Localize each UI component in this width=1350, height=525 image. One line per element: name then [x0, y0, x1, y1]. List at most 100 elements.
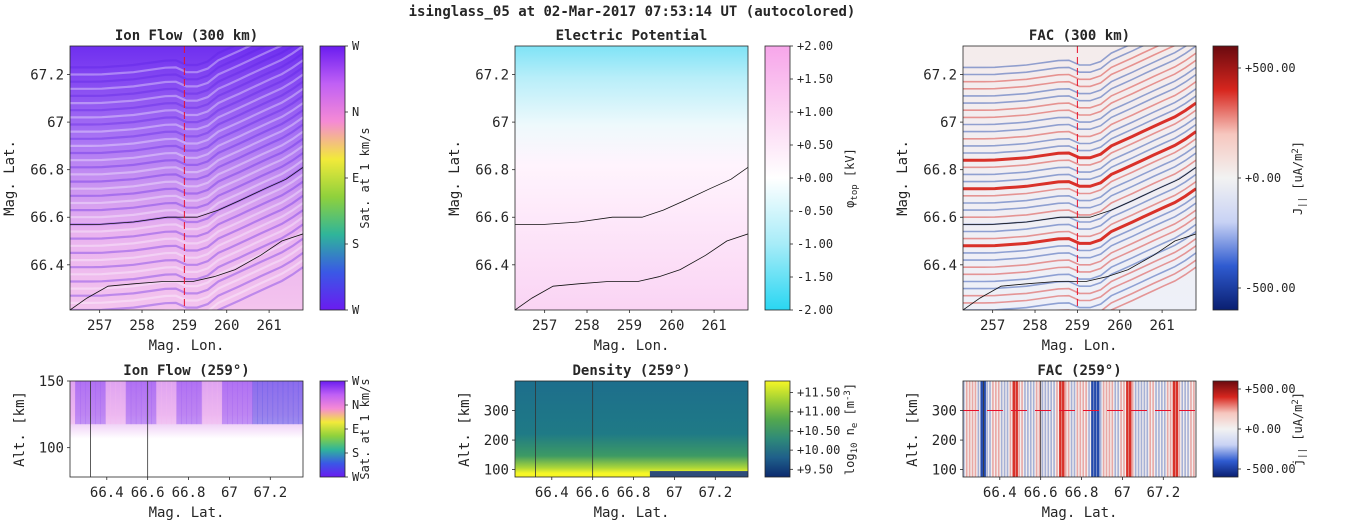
x-tick-label: 261 [701, 318, 726, 334]
field-background [963, 46, 1196, 310]
flow-column [166, 381, 172, 425]
flow-column [292, 381, 299, 425]
colorbar: W N E S W Sat. at 1 km/s [319, 39, 372, 317]
colorbar-label-part: log [843, 453, 857, 475]
current-column [1102, 381, 1105, 477]
axes-frame [962, 380, 1197, 478]
panel-ion-flow-259: Ion Flow (259°) 66.4 66.6 66.8 67 67.2 100 150 M… [12, 363, 372, 521]
field-contour [963, 216, 1196, 276]
current-column [1044, 381, 1047, 477]
current-column [989, 381, 991, 477]
x-tick-label: 257 [532, 318, 557, 334]
y-axis-label: Mag. Lat. [895, 140, 911, 216]
current-column [1082, 381, 1085, 477]
current-column [1062, 381, 1065, 477]
x-axis-label: Mag. Lon. [1042, 338, 1118, 354]
y-tick-label: 66.6 [923, 210, 957, 226]
current-column [1143, 381, 1146, 477]
x-tick-label: 66.4 [535, 485, 569, 501]
x-tick-label: 261 [1149, 318, 1174, 334]
panels: Ion Flow (300 km) 257 258 259 260 261 66.4 66.6… [2, 28, 1308, 521]
colorbar-label-part: [uA/m [1291, 154, 1305, 197]
y-tick-label: 66.8 [30, 163, 64, 179]
colorbar-label: log10 ne [m-3] [843, 383, 860, 475]
field-contour [963, 195, 1196, 254]
field-contour [70, 46, 295, 97]
colorbar-label-part: [m [843, 401, 857, 423]
x-tick-label: 66.4 [90, 485, 124, 501]
flow-column [262, 381, 269, 425]
field-contour [963, 46, 1188, 97]
colorbar-label-part: j [1291, 459, 1305, 466]
flow-column [85, 381, 91, 425]
field-contour [70, 209, 303, 269]
flow-column [161, 381, 167, 425]
colorbar-label: Sat. at 1 km/s [358, 378, 372, 479]
current-column [1126, 381, 1129, 477]
colorbar-tick-label: +1.50 [797, 72, 833, 86]
y-tick-label: 66.4 [923, 258, 957, 274]
field-contour [216, 266, 303, 310]
field-contour [963, 116, 1196, 176]
current-column [1117, 381, 1119, 477]
field-contour [70, 73, 303, 133]
x-tick-label: 67.2 [698, 485, 732, 501]
field-contour [70, 223, 303, 283]
y-tick-label: 66.8 [475, 163, 509, 179]
field-contour [70, 52, 303, 112]
colorbar-label: J|| [uA/m2] [1291, 141, 1308, 215]
boundary-lower-line [963, 233, 1196, 310]
x-tick-label: 258 [1022, 318, 1047, 334]
field-contour [70, 109, 303, 169]
flow-column [115, 381, 122, 425]
field-contour [70, 237, 303, 297]
x-tick-label: 258 [129, 318, 154, 334]
field-contour [963, 88, 1196, 147]
colorbar-gradient [1212, 380, 1239, 478]
current-column [1070, 381, 1073, 477]
flow-column [247, 381, 253, 425]
current-column [1047, 381, 1050, 477]
colorbar-tick-label: +11.00 [797, 405, 840, 419]
plot-area [963, 381, 1196, 477]
colorbar: +11.50 +11.00 +10.50 +10.00 +9.50 log10 ne [m… [764, 380, 860, 478]
y-tick-label: 66.4 [30, 258, 64, 274]
plot-area [70, 46, 303, 310]
current-column [1099, 381, 1102, 477]
field-contour [963, 187, 1196, 248]
x-tick-label: 259 [617, 318, 642, 334]
flow-column [237, 381, 243, 425]
flow-column [206, 381, 213, 425]
current-column [995, 381, 997, 477]
flow-column [75, 381, 81, 425]
current-column [1166, 381, 1169, 477]
colorbar-tick-label: +1.00 [797, 105, 833, 119]
field-contour [963, 59, 1196, 119]
current-column [1024, 381, 1026, 477]
y-tick-label: 67 [492, 115, 509, 131]
x-axis-label: Mag. Lon. [594, 338, 670, 354]
field-contour [70, 194, 303, 254]
current-column [1012, 381, 1016, 477]
colorbar-tick-label: +10.50 [797, 424, 840, 438]
flow-column [130, 381, 137, 425]
colorbar-label-part: 2 [1291, 399, 1301, 404]
colorbar-label-part: -3 [843, 390, 853, 401]
flow-column [252, 381, 258, 425]
colorbar-label-part: ] [1291, 141, 1305, 148]
field-background [515, 381, 748, 477]
panel-title: FAC (300 km) [1029, 28, 1130, 44]
current-column [1146, 381, 1149, 477]
panel-title: FAC (259°) [1037, 363, 1121, 379]
field-contour [70, 102, 303, 162]
y-tick-label: 67.2 [923, 68, 957, 84]
colorbar-label-part: || [1298, 448, 1308, 459]
current-column [1108, 381, 1111, 477]
field-contour [70, 130, 303, 190]
colorbar-tick-label: -0.50 [797, 204, 833, 218]
field-contour [70, 87, 303, 147]
flow-column [181, 381, 187, 425]
plot-area [515, 46, 748, 310]
current-column [1029, 381, 1032, 477]
field-contour [70, 123, 303, 183]
